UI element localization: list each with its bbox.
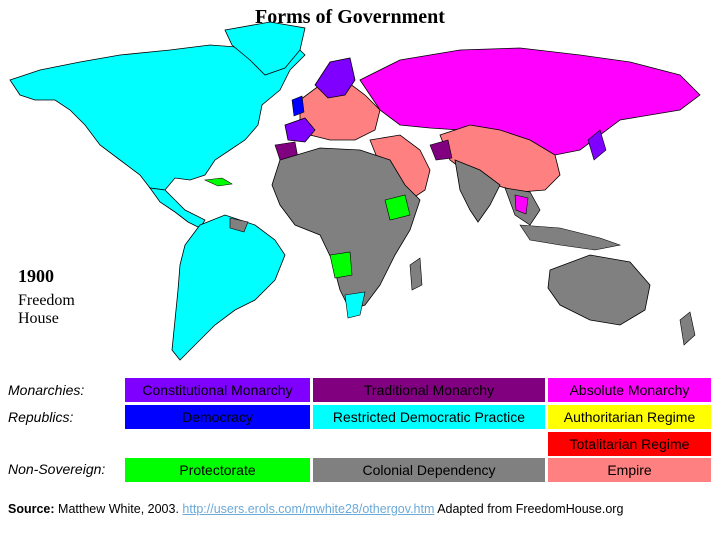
cuba-region	[203, 177, 233, 187]
legend-totalitarian-regime: Totalitarian Regime	[548, 432, 711, 456]
afghanistan-region	[429, 139, 453, 161]
scandinavia-region	[314, 57, 356, 99]
source-suffix: Adapted from FreedomHouse.org	[437, 502, 624, 516]
legend-authoritarian-regime: Authoritarian Regime	[548, 405, 711, 429]
greenland-region	[224, 21, 306, 76]
new-zealand-region	[679, 311, 696, 346]
world-map	[9, 21, 701, 361]
south-america-region	[171, 214, 286, 361]
legend-traditional-monarchy: Traditional Monarchy	[313, 378, 545, 402]
mexico-region	[149, 187, 206, 229]
legend-row-label-non-sovereign: Non-Sovereign:	[8, 461, 106, 477]
legend-empire: Empire	[548, 458, 711, 482]
indonesia-region	[519, 224, 622, 251]
source-label: Source:	[8, 502, 55, 516]
madagascar-region	[409, 257, 423, 291]
legend-row-label-monarchies: Monarchies:	[8, 382, 85, 398]
legend-democracy: Democracy	[125, 405, 310, 429]
legend-protectorate: Protectorate	[125, 458, 310, 482]
freedom-house-credit: Freedom House	[18, 292, 75, 328]
source-link[interactable]: http://users.erols.com/mwhite28/othergov…	[182, 502, 435, 516]
western-europe-region	[284, 117, 316, 143]
legend-restricted-democratic-practice: Restricted Democratic Practice	[313, 405, 545, 429]
japan-region	[587, 129, 607, 161]
africa-region	[271, 147, 421, 311]
siam-region	[514, 194, 529, 215]
legend-absolute-monarchy: Absolute Monarchy	[548, 378, 711, 402]
source-text: Matthew White, 2003.	[58, 502, 179, 516]
ethiopia-region	[384, 194, 411, 221]
legend-row-label-republics: Republics:	[8, 409, 74, 425]
uk-region	[291, 95, 305, 117]
source-line: Source: Matthew White, 2003. http://user…	[8, 502, 623, 516]
angola-protectorate-region	[329, 251, 353, 279]
australia-region	[547, 254, 651, 326]
year-label: 1900	[18, 266, 54, 286]
south-africa-region	[344, 291, 366, 319]
guiana-region	[229, 217, 249, 233]
india-region	[454, 159, 501, 223]
russia-region	[359, 47, 701, 156]
north-america-region	[9, 39, 306, 191]
credit-line-1: Freedom	[18, 292, 75, 309]
legend-constitutional-monarchy: Constitutional Monarchy	[125, 378, 310, 402]
credit-line-2: House	[18, 310, 59, 327]
legend-colonial-dependency: Colonial Dependency	[313, 458, 545, 482]
map-title: Forms of Government	[255, 6, 445, 28]
